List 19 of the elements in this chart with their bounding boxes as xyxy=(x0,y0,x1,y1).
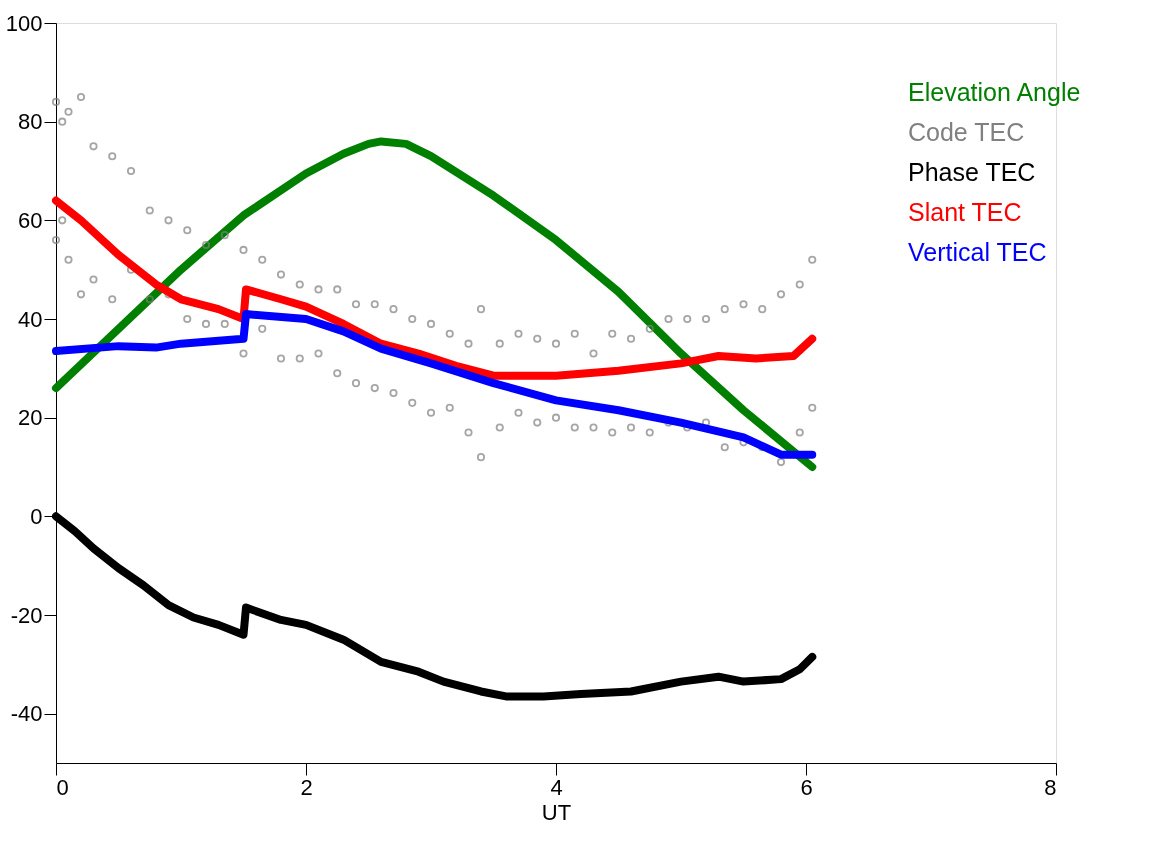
y-tick-label: 40 xyxy=(18,306,43,332)
text: Elevation Angle xyxy=(908,78,1081,106)
text: Code TEC xyxy=(908,118,1025,146)
text: Slant TEC xyxy=(908,198,1022,226)
text: Phase TEC xyxy=(908,158,1036,186)
x-axis-title: UT xyxy=(541,799,572,825)
x-tick-label: 2 xyxy=(300,774,313,800)
x-tick-label: 8 xyxy=(1044,774,1057,800)
x-tick-label: 6 xyxy=(800,774,813,800)
x-tick-label: 4 xyxy=(550,774,563,800)
y-tick-label: 60 xyxy=(18,207,43,233)
y-tick-label: 0 xyxy=(30,503,43,529)
y-tick-label: 100 xyxy=(5,10,43,36)
x-tick-label: 0 xyxy=(56,774,69,800)
y-tick-label: 80 xyxy=(18,109,43,135)
y-tick-label: 20 xyxy=(18,405,43,431)
text: Vertical TEC xyxy=(908,238,1047,266)
y-tick-label: -20 xyxy=(10,602,43,628)
y-tick-label: -40 xyxy=(10,701,43,727)
